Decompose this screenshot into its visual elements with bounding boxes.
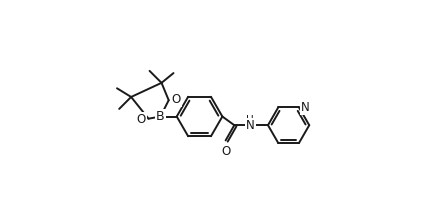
Text: O: O [221,145,230,158]
Text: N: N [301,101,309,114]
Text: H: H [247,120,255,130]
Text: O: O [172,93,181,106]
Text: H: H [246,115,253,125]
Text: N: N [246,119,255,132]
Text: O: O [137,113,146,126]
Text: B: B [156,110,165,123]
